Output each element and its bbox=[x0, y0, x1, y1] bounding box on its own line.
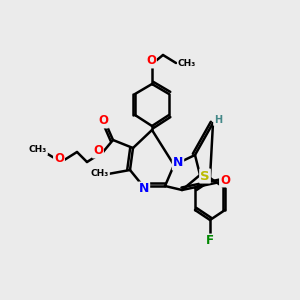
Text: O: O bbox=[98, 115, 108, 128]
Text: CH₃: CH₃ bbox=[178, 58, 196, 68]
Text: O: O bbox=[220, 173, 230, 187]
Text: O: O bbox=[146, 55, 156, 68]
Text: O: O bbox=[54, 152, 64, 164]
Text: S: S bbox=[200, 169, 210, 182]
Text: N: N bbox=[173, 157, 183, 169]
Text: F: F bbox=[206, 235, 214, 248]
Text: N: N bbox=[139, 182, 149, 196]
Text: CH₃: CH₃ bbox=[29, 146, 47, 154]
Text: H: H bbox=[214, 115, 222, 125]
Text: O: O bbox=[93, 145, 103, 158]
Text: CH₃: CH₃ bbox=[91, 169, 109, 178]
